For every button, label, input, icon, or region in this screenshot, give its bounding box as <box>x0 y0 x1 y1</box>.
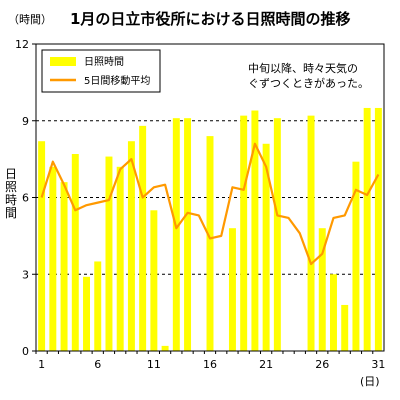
bar-day-3 <box>60 182 68 351</box>
x-tick-label-31: 31 <box>371 358 385 371</box>
bar-day-4 <box>71 154 79 351</box>
bar-day-20 <box>251 110 259 352</box>
bar-day-22 <box>273 118 281 351</box>
legend-label-line: 5日間移動平均 <box>84 74 150 87</box>
bar-day-26 <box>318 228 326 351</box>
annotation-line-1: 中旬以降、時々天気の <box>248 62 358 75</box>
bar-day-12 <box>161 345 169 351</box>
bar-day-2 <box>49 166 57 351</box>
bar-day-13 <box>172 118 180 351</box>
x-tick-label-21: 21 <box>259 358 273 371</box>
bar-day-5 <box>83 276 90 351</box>
bar-day-6 <box>94 261 102 351</box>
x-tick-label-16: 16 <box>203 358 217 371</box>
legend-label-bar: 日照時間 <box>84 56 124 68</box>
x-tick-label-26: 26 <box>315 358 329 371</box>
bar-day-19 <box>240 115 248 351</box>
bar-day-25 <box>307 115 315 351</box>
moving-average-line <box>40 142 380 266</box>
bar-day-1 <box>38 141 46 351</box>
chart-annotation: 中旬以降、時々天気の ぐずつくときがあった。 <box>248 61 369 91</box>
bar-day-21 <box>262 143 270 351</box>
legend-swatch-bar <box>50 57 76 66</box>
bar-day-30 <box>363 107 371 351</box>
y-tick-label-9: 9 <box>22 115 29 128</box>
bar-day-9 <box>127 141 135 351</box>
bar-day-27 <box>330 274 337 351</box>
bar-day-29 <box>352 161 360 351</box>
x-tick-label-6: 6 <box>94 358 101 371</box>
x-tick-label-11: 11 <box>147 358 161 371</box>
chart-title: 1月の日立市役所における日照時間の推移 <box>70 10 351 28</box>
y-axis-unit: （時間） <box>8 13 52 26</box>
bar-day-10 <box>139 125 147 351</box>
y-tick-label-12: 12 <box>15 38 29 51</box>
bar-day-31 <box>374 107 382 351</box>
annotation-line-2: ぐずつくときがあった。 <box>248 77 369 90</box>
bar-day-11 <box>150 210 158 351</box>
y-tick-label-0: 0 <box>22 345 29 358</box>
bar-day-14 <box>184 118 192 351</box>
y-tick-label-3: 3 <box>22 268 29 281</box>
x-axis-unit: (日) <box>360 375 380 388</box>
y-axis-label: 日照時間 <box>4 167 17 220</box>
bar-day-7 <box>105 156 113 351</box>
bar-day-16 <box>206 136 214 351</box>
x-tick-label-1: 1 <box>38 358 45 371</box>
bar-day-28 <box>341 304 349 351</box>
bar-day-18 <box>228 228 236 351</box>
y-tick-label-6: 6 <box>22 192 29 205</box>
bar-day-8 <box>116 166 124 351</box>
